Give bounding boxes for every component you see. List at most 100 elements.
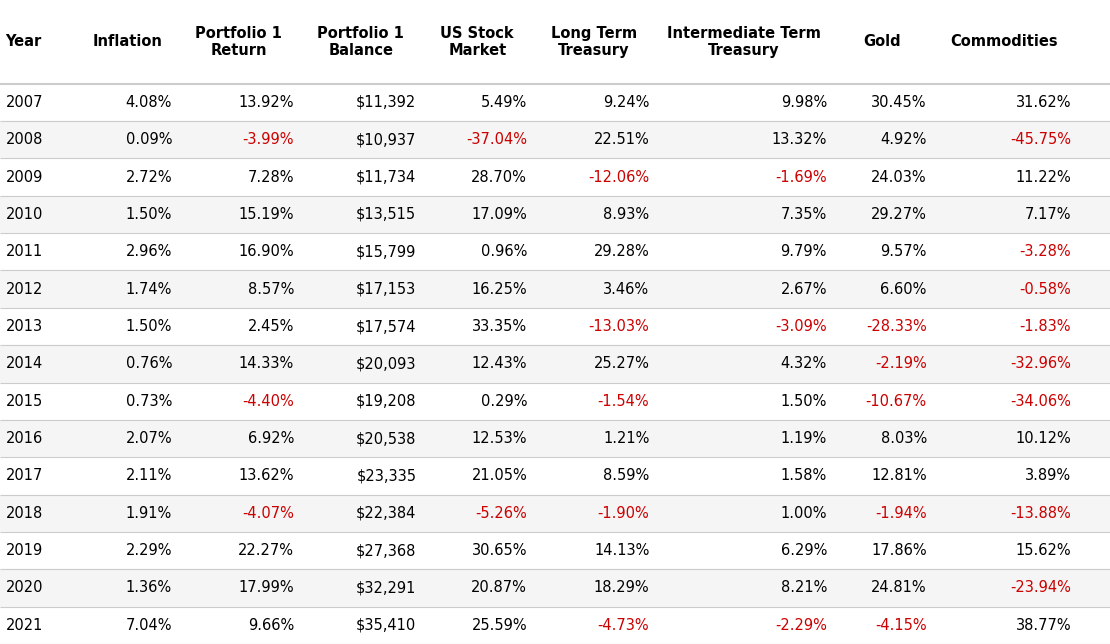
Text: 6.29%: 6.29% — [780, 543, 827, 558]
Text: 2011: 2011 — [6, 244, 43, 260]
Text: -2.29%: -2.29% — [775, 618, 827, 633]
Bar — [0, 233, 1110, 270]
Bar — [0, 121, 1110, 158]
Text: -10.67%: -10.67% — [866, 393, 927, 409]
Text: Portfolio 1
Balance: Portfolio 1 Balance — [317, 26, 404, 58]
Text: $13,515: $13,515 — [356, 207, 416, 222]
Text: 24.81%: 24.81% — [871, 580, 927, 596]
Text: 2014: 2014 — [6, 356, 43, 372]
Text: 2.96%: 2.96% — [125, 244, 172, 260]
Text: 8.21%: 8.21% — [780, 580, 827, 596]
Text: $11,734: $11,734 — [356, 169, 416, 185]
Text: 1.74%: 1.74% — [125, 281, 172, 297]
Text: 9.79%: 9.79% — [780, 244, 827, 260]
Text: 2007: 2007 — [6, 95, 43, 110]
Text: 25.59%: 25.59% — [472, 618, 527, 633]
Text: $10,937: $10,937 — [356, 132, 416, 147]
Text: 2013: 2013 — [6, 319, 42, 334]
Text: 2009: 2009 — [6, 169, 43, 185]
Text: 12.81%: 12.81% — [871, 468, 927, 484]
Text: $22,384: $22,384 — [356, 506, 416, 521]
Text: -3.28%: -3.28% — [1019, 244, 1071, 260]
Text: Gold: Gold — [864, 34, 901, 50]
Text: $23,335: $23,335 — [356, 468, 416, 484]
Text: 1.00%: 1.00% — [780, 506, 827, 521]
Text: 1.58%: 1.58% — [780, 468, 827, 484]
Text: 2.67%: 2.67% — [780, 281, 827, 297]
Text: -32.96%: -32.96% — [1010, 356, 1071, 372]
Bar — [0, 158, 1110, 196]
Text: 17.86%: 17.86% — [871, 543, 927, 558]
Text: 38.77%: 38.77% — [1016, 618, 1071, 633]
Text: 2019: 2019 — [6, 543, 43, 558]
Text: -1.69%: -1.69% — [775, 169, 827, 185]
Text: 14.33%: 14.33% — [239, 356, 294, 372]
Text: 15.62%: 15.62% — [1016, 543, 1071, 558]
Text: 7.04%: 7.04% — [125, 618, 172, 633]
Text: $35,410: $35,410 — [356, 618, 416, 633]
Text: $15,799: $15,799 — [356, 244, 416, 260]
Bar — [0, 345, 1110, 383]
Text: 2.11%: 2.11% — [125, 468, 172, 484]
Bar — [0, 196, 1110, 233]
Text: 8.57%: 8.57% — [248, 281, 294, 297]
Text: 2.29%: 2.29% — [125, 543, 172, 558]
Text: -12.06%: -12.06% — [588, 169, 649, 185]
Text: $20,538: $20,538 — [356, 431, 416, 446]
Bar — [0, 383, 1110, 420]
Bar — [0, 270, 1110, 308]
Bar — [0, 569, 1110, 607]
Text: 9.66%: 9.66% — [248, 618, 294, 633]
Text: 9.57%: 9.57% — [880, 244, 927, 260]
Text: 29.27%: 29.27% — [871, 207, 927, 222]
Text: 2.45%: 2.45% — [248, 319, 294, 334]
Text: 1.21%: 1.21% — [603, 431, 649, 446]
Text: 22.27%: 22.27% — [239, 543, 294, 558]
Text: -4.15%: -4.15% — [875, 618, 927, 633]
Text: $32,291: $32,291 — [356, 580, 416, 596]
Text: $11,392: $11,392 — [356, 95, 416, 110]
Text: 11.22%: 11.22% — [1016, 169, 1071, 185]
Text: 16.25%: 16.25% — [472, 281, 527, 297]
Text: 12.43%: 12.43% — [472, 356, 527, 372]
Text: -3.99%: -3.99% — [243, 132, 294, 147]
Bar — [0, 0, 1110, 84]
Text: 9.98%: 9.98% — [780, 95, 827, 110]
Text: 24.03%: 24.03% — [871, 169, 927, 185]
Text: 4.08%: 4.08% — [125, 95, 172, 110]
Text: 20.87%: 20.87% — [472, 580, 527, 596]
Text: -13.03%: -13.03% — [588, 319, 649, 334]
Text: 21.05%: 21.05% — [472, 468, 527, 484]
Text: 2021: 2021 — [6, 618, 43, 633]
Text: 13.62%: 13.62% — [239, 468, 294, 484]
Text: -28.33%: -28.33% — [866, 319, 927, 334]
Text: 0.73%: 0.73% — [125, 393, 172, 409]
Text: 2.72%: 2.72% — [125, 169, 172, 185]
Text: -45.75%: -45.75% — [1010, 132, 1071, 147]
Text: -1.54%: -1.54% — [597, 393, 649, 409]
Text: 1.19%: 1.19% — [780, 431, 827, 446]
Text: 0.96%: 0.96% — [481, 244, 527, 260]
Text: 17.99%: 17.99% — [239, 580, 294, 596]
Text: 30.45%: 30.45% — [871, 95, 927, 110]
Text: $17,153: $17,153 — [356, 281, 416, 297]
Text: -1.90%: -1.90% — [597, 506, 649, 521]
Text: US Stock
Market: US Stock Market — [441, 26, 514, 58]
Text: 12.53%: 12.53% — [472, 431, 527, 446]
Text: 0.76%: 0.76% — [125, 356, 172, 372]
Bar — [0, 495, 1110, 532]
Text: 2010: 2010 — [6, 207, 43, 222]
Text: 2015: 2015 — [6, 393, 43, 409]
Text: -2.19%: -2.19% — [875, 356, 927, 372]
Text: -4.73%: -4.73% — [597, 618, 649, 633]
Text: 2008: 2008 — [6, 132, 43, 147]
Text: 1.50%: 1.50% — [125, 207, 172, 222]
Text: 2018: 2018 — [6, 506, 43, 521]
Text: Inflation: Inflation — [93, 34, 162, 50]
Text: 31.62%: 31.62% — [1016, 95, 1071, 110]
Text: -3.09%: -3.09% — [775, 319, 827, 334]
Text: -5.26%: -5.26% — [475, 506, 527, 521]
Text: -34.06%: -34.06% — [1010, 393, 1071, 409]
Text: 25.27%: 25.27% — [594, 356, 649, 372]
Text: 1.50%: 1.50% — [125, 319, 172, 334]
